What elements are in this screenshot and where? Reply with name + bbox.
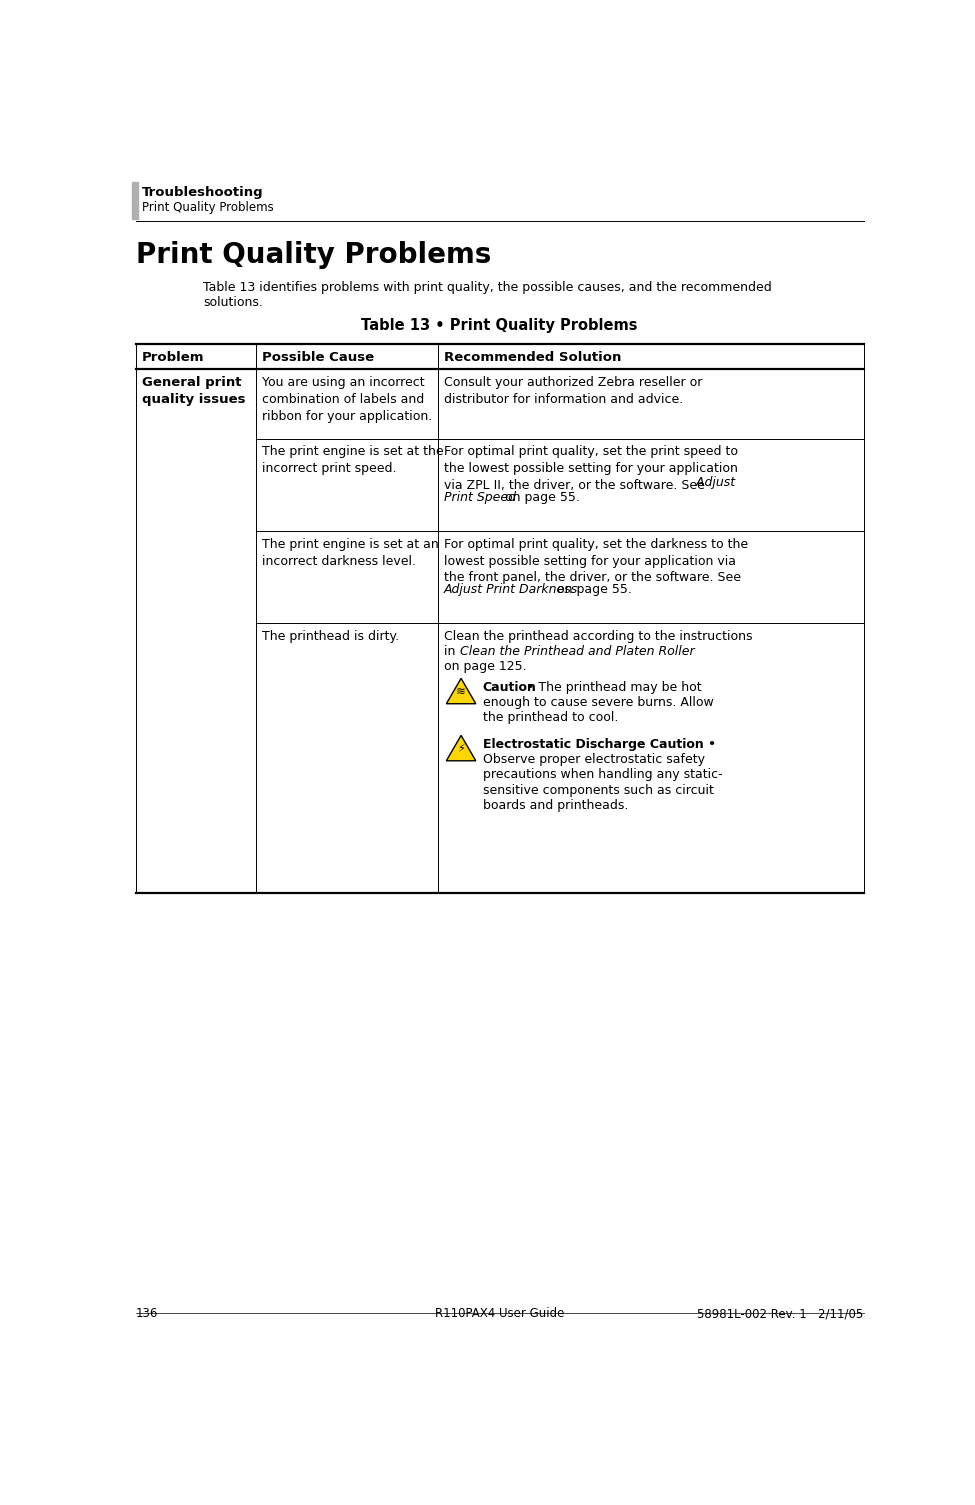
Text: • The printhead may be hot: • The printhead may be hot (523, 682, 702, 694)
Text: Consult your authorized Zebra reseller or
distributor for information and advice: Consult your authorized Zebra reseller o… (444, 376, 702, 406)
Text: Possible Cause: Possible Cause (262, 351, 374, 364)
Text: enough to cause severe burns. Allow: enough to cause severe burns. Allow (483, 697, 714, 709)
Text: Print Speed: Print Speed (444, 491, 516, 504)
Text: You are using an incorrect
combination of labels and
ribbon for your application: You are using an incorrect combination o… (262, 376, 432, 423)
Text: ⚡: ⚡ (457, 745, 465, 754)
Text: Observe proper electrostatic safety: Observe proper electrostatic safety (483, 754, 705, 766)
Text: The print engine is set at an
incorrect darkness level.: The print engine is set at an incorrect … (262, 537, 439, 567)
Text: ≋: ≋ (456, 686, 466, 698)
Text: For optimal print quality, set the print speed to
the lowest possible setting fo: For optimal print quality, set the print… (444, 445, 738, 492)
Text: Print Quality Problems: Print Quality Problems (142, 200, 274, 214)
Bar (132, 182, 138, 220)
Text: on page 55.: on page 55. (553, 582, 632, 596)
Text: Clean the Printhead and Platen Roller: Clean the Printhead and Platen Roller (459, 646, 694, 658)
Text: boards and printheads.: boards and printheads. (483, 799, 628, 811)
Polygon shape (447, 736, 476, 762)
Text: solutions.: solutions. (203, 296, 263, 309)
Text: 58981L-002 Rev. 1   2/11/05: 58981L-002 Rev. 1 2/11/05 (697, 1308, 864, 1320)
Text: Table 13 identifies problems with print quality, the possible causes, and the re: Table 13 identifies problems with print … (203, 281, 772, 293)
Text: The print engine is set at the
incorrect print speed.: The print engine is set at the incorrect… (262, 445, 444, 476)
Text: For optimal print quality, set the darkness to the
lowest possible setting for y: For optimal print quality, set the darkn… (444, 537, 748, 584)
Text: Adjust Print Darkness: Adjust Print Darkness (444, 582, 578, 596)
Text: Clean the printhead according to the instructions: Clean the printhead according to the ins… (444, 631, 753, 643)
Text: on page 55.: on page 55. (500, 491, 579, 504)
Text: Problem: Problem (142, 351, 205, 364)
Text: on page 125.: on page 125. (444, 661, 526, 673)
Text: in: in (444, 646, 459, 658)
Polygon shape (447, 679, 476, 704)
Text: R110PAX4 User Guide: R110PAX4 User Guide (435, 1308, 565, 1320)
Text: Caution: Caution (483, 682, 536, 694)
Text: sensitive components such as circuit: sensitive components such as circuit (483, 784, 714, 796)
Text: Troubleshooting: Troubleshooting (142, 187, 263, 199)
Text: Adjust: Adjust (444, 476, 735, 489)
Text: General print
quality issues: General print quality issues (142, 376, 246, 406)
Text: Table 13 • Print Quality Problems: Table 13 • Print Quality Problems (362, 318, 638, 333)
Text: the printhead to cool.: the printhead to cool. (483, 712, 618, 724)
Text: The printhead is dirty.: The printhead is dirty. (262, 631, 399, 643)
Text: Print Quality Problems: Print Quality Problems (136, 241, 491, 269)
Text: 136: 136 (136, 1308, 158, 1320)
Text: Recommended Solution: Recommended Solution (444, 351, 621, 364)
Text: precautions when handling any static-: precautions when handling any static- (483, 769, 722, 781)
Text: Electrostatic Discharge Caution •: Electrostatic Discharge Caution • (483, 739, 716, 751)
